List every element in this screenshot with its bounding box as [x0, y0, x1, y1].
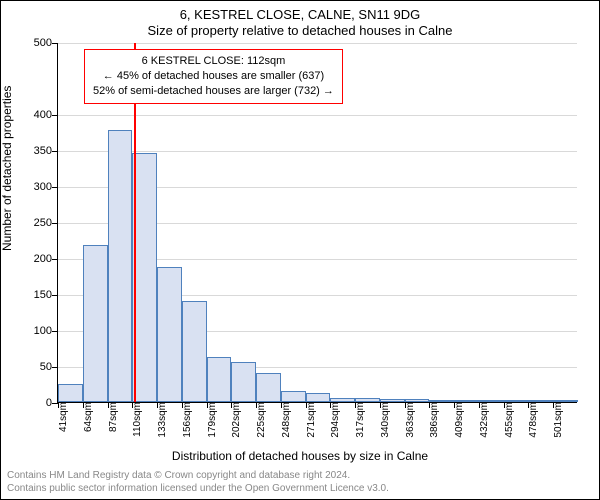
xtick-label: 179sqm — [203, 402, 218, 438]
x-axis-label: Distribution of detached houses by size … — [1, 449, 599, 463]
y-axis-label: Number of detached properties — [0, 86, 14, 251]
xtick-label: 64sqm — [79, 402, 94, 432]
xtick-label: 363sqm — [401, 402, 416, 438]
xtick-label: 478sqm — [524, 402, 539, 438]
histogram-bar — [281, 391, 306, 402]
xtick-label: 202sqm — [227, 402, 242, 438]
histogram-bar — [207, 357, 232, 402]
histogram-bar — [108, 130, 133, 402]
chart-title-line1: 6, KESTREL CLOSE, CALNE, SN11 9DG — [1, 7, 599, 22]
histogram-bar — [256, 373, 281, 402]
ytick-label: 50 — [40, 361, 58, 373]
footer-line1: Contains HM Land Registry data © Crown c… — [7, 470, 389, 483]
xtick-label: 340sqm — [376, 402, 391, 438]
chart-title-line2: Size of property relative to detached ho… — [1, 23, 599, 38]
xtick-label: 156sqm — [178, 402, 193, 438]
annotation-line: 52% of semi-detached houses are larger (… — [93, 84, 334, 99]
ytick-label: 200 — [34, 253, 58, 265]
xtick-label: 294sqm — [326, 402, 341, 438]
ytick-label: 150 — [34, 289, 58, 301]
ytick-label: 300 — [34, 181, 58, 193]
xtick-label: 501sqm — [549, 402, 564, 438]
histogram-bar — [231, 362, 256, 402]
histogram-bar — [306, 393, 331, 402]
xtick-label: 455sqm — [500, 402, 515, 438]
xtick-label: 409sqm — [450, 402, 465, 438]
annotation-box: 6 KESTREL CLOSE: 112sqm← 45% of detached… — [84, 49, 343, 104]
histogram-bar — [182, 301, 207, 402]
histogram-bar — [157, 267, 182, 402]
xtick-label: 87sqm — [104, 402, 119, 432]
xtick-label: 271sqm — [302, 402, 317, 438]
xtick-label: 41sqm — [54, 402, 69, 432]
xtick-label: 432sqm — [475, 402, 490, 438]
ytick-label: 400 — [34, 109, 58, 121]
histogram-bar — [83, 245, 108, 402]
xtick-label: 133sqm — [153, 402, 168, 438]
annotation-line: ← 45% of detached houses are smaller (63… — [93, 69, 334, 84]
footer-attribution: Contains HM Land Registry data © Crown c… — [7, 470, 389, 495]
xtick-label: 386sqm — [425, 402, 440, 438]
ytick-label: 500 — [34, 37, 58, 49]
chart-container: 6, KESTREL CLOSE, CALNE, SN11 9DG Size o… — [0, 0, 600, 500]
histogram-bar — [58, 384, 83, 402]
ytick-label: 100 — [34, 325, 58, 337]
xtick-label: 225sqm — [252, 402, 267, 438]
xtick-label: 110sqm — [128, 402, 143, 437]
xtick-label: 248sqm — [277, 402, 292, 438]
xtick-label: 317sqm — [351, 402, 366, 438]
ytick-label: 350 — [34, 145, 58, 157]
ytick-label: 250 — [34, 217, 58, 229]
plot-area: 05010015020025030035040050041sqm64sqm87s… — [57, 43, 577, 403]
annotation-line: 6 KESTREL CLOSE: 112sqm — [93, 54, 334, 69]
footer-line2: Contains public sector information licen… — [7, 483, 389, 496]
